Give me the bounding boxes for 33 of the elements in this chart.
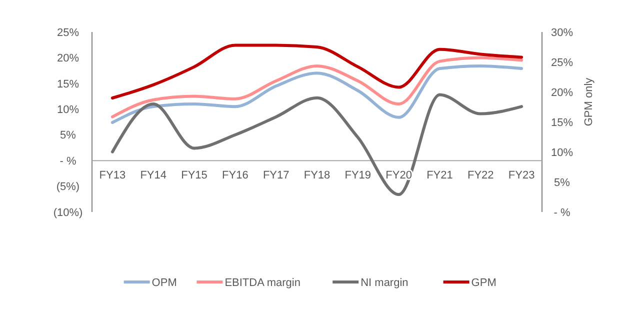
y-tick-label: (5%) xyxy=(56,181,80,194)
x-tick-label: FY21 xyxy=(426,169,453,182)
y2-tick-label: 20% xyxy=(550,86,574,99)
legend-label: GPM xyxy=(471,276,496,289)
x-tick-label: FY14 xyxy=(140,169,167,182)
legend-label: NI margin xyxy=(360,276,408,289)
y2-tick-label: 25% xyxy=(550,56,574,69)
y-tick-label: 25% xyxy=(56,26,80,39)
legend-label: EBITDA margin xyxy=(224,276,301,289)
x-tick-label: FY15 xyxy=(181,169,208,182)
y2-tick-label: 15% xyxy=(550,116,574,129)
x-tick-label: FY19 xyxy=(344,169,372,182)
line-series xyxy=(110,56,524,118)
x-tick-label: FY13 xyxy=(99,169,126,182)
x-tick-label: FY22 xyxy=(467,169,494,182)
y2-tick-label: - % xyxy=(554,206,570,219)
y-tick-label: 15% xyxy=(56,78,80,90)
line-series xyxy=(110,64,524,124)
x-tick-label: FY18 xyxy=(304,169,330,182)
y-tick-label: - % xyxy=(60,155,76,168)
y2-axis-title: GPM only xyxy=(583,77,595,126)
x-tick-label: FY17 xyxy=(262,169,290,182)
y-tick-label: 5% xyxy=(60,130,76,142)
line-series xyxy=(110,44,524,100)
x-tick-label: FY16 xyxy=(222,169,248,182)
legend-label: OPM xyxy=(152,276,177,289)
y2-tick-label: 5% xyxy=(554,176,570,189)
y-tick-label: 10% xyxy=(56,104,80,116)
y-tick-label: (10%) xyxy=(53,206,83,219)
x-tick-label: FY23 xyxy=(508,169,535,182)
y2-tick-label: 10% xyxy=(550,146,574,159)
y-tick-label: 20% xyxy=(56,52,80,65)
y2-tick-label: 30% xyxy=(550,26,574,39)
